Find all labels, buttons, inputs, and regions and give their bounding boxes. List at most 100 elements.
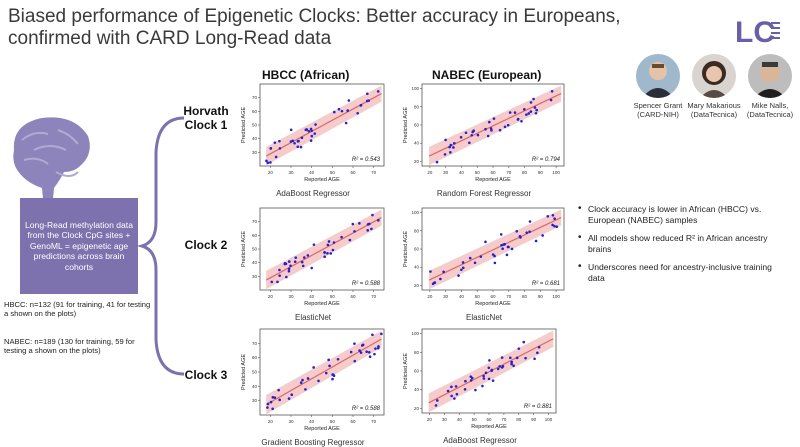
data-point bbox=[505, 253, 509, 257]
data-point bbox=[520, 119, 523, 123]
x-tick-label: 70 bbox=[506, 294, 512, 299]
data-point bbox=[553, 224, 556, 228]
data-point bbox=[329, 252, 333, 255]
data-point bbox=[376, 90, 380, 93]
data-point bbox=[528, 220, 532, 223]
data-point bbox=[455, 392, 459, 396]
data-point bbox=[278, 268, 281, 272]
scatter-plot: 20 30 40 50 60 70 80 90 100 20 40 60 80 100 Reported A… bbox=[403, 207, 565, 307]
data-point bbox=[464, 379, 467, 383]
data-point bbox=[323, 255, 326, 258]
data-point bbox=[289, 264, 292, 268]
x-tick-label: 50 bbox=[475, 294, 481, 299]
scatter-plot: 20 30 40 50 60 70 80 90 100 20 40 60 80 100 Reported A… bbox=[403, 328, 557, 430]
data-point bbox=[487, 120, 491, 124]
data-point bbox=[522, 340, 526, 344]
data-point bbox=[265, 159, 268, 163]
x-tick-label: 20 bbox=[268, 294, 274, 299]
data-point bbox=[468, 141, 471, 145]
data-point bbox=[442, 270, 445, 274]
data-point bbox=[476, 133, 480, 137]
data-point bbox=[377, 219, 380, 222]
x-tick-label: 70 bbox=[371, 294, 377, 299]
data-point bbox=[353, 359, 357, 363]
data-point bbox=[454, 385, 458, 388]
data-point bbox=[331, 377, 334, 381]
data-point bbox=[296, 140, 300, 143]
model-caption: AdaBoost Regressor bbox=[276, 189, 350, 198]
data-point bbox=[287, 397, 291, 400]
x-tick-label: 20 bbox=[427, 170, 433, 175]
y-axis-label: Predicted AGE bbox=[241, 354, 247, 390]
data-point bbox=[304, 388, 307, 391]
data-point bbox=[361, 343, 365, 347]
data-point bbox=[486, 134, 490, 138]
data-point bbox=[429, 270, 432, 273]
data-point bbox=[328, 364, 331, 368]
data-point bbox=[368, 355, 372, 359]
y-axis-label: Predicted AGE bbox=[403, 107, 409, 143]
column-head-hbcc: HBCC (African) bbox=[262, 68, 350, 82]
x-tick-label: 80 bbox=[522, 170, 528, 175]
column-head-nabec: NABEC (European) bbox=[432, 68, 542, 82]
data-point bbox=[294, 256, 298, 259]
data-point bbox=[503, 125, 507, 129]
data-point bbox=[287, 260, 291, 263]
data-point bbox=[332, 110, 336, 114]
x-tick-label: 70 bbox=[371, 170, 377, 175]
data-point bbox=[464, 131, 468, 135]
data-point bbox=[312, 366, 315, 369]
data-point bbox=[479, 255, 483, 258]
data-point bbox=[508, 356, 512, 360]
data-point bbox=[513, 111, 517, 114]
hbcc-sample-note: HBCC: n=132 (91 for training, 41 for tes… bbox=[4, 300, 151, 319]
x-tick-label: 60 bbox=[350, 419, 356, 424]
model-caption: ElasticNet bbox=[465, 313, 502, 322]
data-point bbox=[304, 128, 308, 132]
avatar bbox=[692, 54, 736, 98]
person-affiliation: (DataTecnica) bbox=[690, 110, 738, 119]
data-point bbox=[301, 264, 305, 268]
x-axis-label: Reported AGE bbox=[304, 426, 340, 432]
data-point bbox=[332, 374, 336, 378]
data-point bbox=[306, 254, 310, 257]
regression-line bbox=[428, 217, 562, 281]
x-tick-label: 40 bbox=[457, 417, 463, 422]
data-point bbox=[310, 266, 314, 270]
brain-illustration bbox=[4, 110, 92, 220]
data-point bbox=[500, 356, 504, 359]
x-tick-label: 30 bbox=[442, 417, 448, 422]
data-point bbox=[463, 388, 467, 391]
y-tick-label: 100 bbox=[411, 210, 419, 215]
data-point bbox=[457, 274, 460, 277]
y-tick-label: 60 bbox=[252, 233, 258, 238]
x-tick-label: 100 bbox=[552, 170, 560, 175]
person-mike-nalls: Mike Nalls, (DataTecnica) bbox=[742, 54, 798, 119]
y-tick-label: 60 bbox=[414, 369, 420, 374]
x-tick-label: 50 bbox=[475, 170, 481, 175]
nabec-sample-note: NABEC: n=189 (130 for training, 59 for t… bbox=[4, 337, 135, 356]
clock-label-line: Clock 3 bbox=[184, 368, 228, 382]
data-point bbox=[278, 139, 281, 143]
data-point bbox=[469, 379, 473, 382]
data-point bbox=[453, 397, 456, 400]
data-point bbox=[301, 378, 304, 382]
plot-hbcc-clock2: 20 30 40 50 60 70 30 40 50 60 70 Reported AGE Predic… bbox=[238, 204, 388, 322]
plot-nabec-clock3: 20 30 40 50 60 70 80 90 100 20 40 60 80 100 Reported A… bbox=[400, 325, 560, 445]
data-point bbox=[359, 104, 363, 107]
data-point bbox=[434, 404, 438, 407]
x-tick-label: 90 bbox=[538, 170, 544, 175]
data-point bbox=[473, 261, 477, 265]
y-tick-label: 60 bbox=[252, 109, 258, 114]
data-point bbox=[549, 98, 553, 102]
data-point bbox=[449, 143, 453, 147]
clock-label-line: Horvath bbox=[183, 104, 229, 118]
data-point bbox=[439, 277, 442, 281]
data-point bbox=[349, 350, 353, 354]
data-point bbox=[537, 345, 541, 349]
model-caption: AdaBoost Regressor bbox=[443, 436, 517, 445]
data-point bbox=[274, 155, 278, 159]
data-point bbox=[522, 107, 526, 111]
x-axis-label: Reported AGE bbox=[304, 301, 340, 307]
scatter-plot: 20 30 40 50 60 70 30 40 50 60 70 Reported AGE Predic… bbox=[241, 83, 385, 183]
